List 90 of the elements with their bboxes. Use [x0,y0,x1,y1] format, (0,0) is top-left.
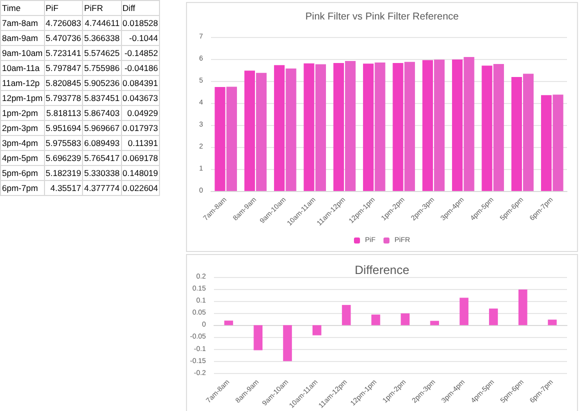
text: 5.470736 [44,30,83,46]
bar [224,320,234,326]
text: 4pm-5pm [0,150,44,166]
bar [541,95,552,191]
text: 5.905236 [82,76,122,90]
bar [493,64,504,191]
bar [511,77,522,191]
bar [404,62,415,191]
bar [452,59,463,191]
text: 12pm-1pm [0,90,44,106]
text: -0.14852 [121,46,160,60]
text: 7am-8am [0,16,44,30]
text: 0.04929 [121,106,160,120]
bar [304,63,314,191]
text: 4.744611 [82,16,122,30]
text: 0.018528 [121,16,160,30]
text: 5.182319 [44,166,83,180]
text: 0.11391 [121,136,160,150]
text: -0.1044 [121,30,160,46]
bar [286,68,296,191]
chart-title: Pink Filter vs Pink Filter Reference [305,12,460,22]
text: 5.793778 [44,90,83,106]
bar [518,290,528,326]
text: 4.35517 [44,180,83,196]
text: 0.022604 [121,180,160,196]
text: PiFR [82,0,122,16]
text: 0.043673 [121,90,160,106]
bar [254,325,262,350]
bar [342,304,351,326]
bar [489,308,498,326]
text: 5.330338 [82,166,122,180]
bar [274,65,285,191]
text: 5.696239 [44,150,83,166]
text: 5.867403 [82,106,122,120]
text: 6pm-7pm [0,180,44,196]
text: 5.366338 [82,30,122,46]
bar [392,62,404,191]
text: 8am-9am [0,30,44,46]
bar [371,314,380,326]
text: 2pm-3pm [0,120,44,136]
text: 5.723141 [44,46,83,60]
text: 5.820845 [44,76,83,90]
bar [363,64,374,191]
bar [283,325,292,362]
bar [434,60,445,191]
bar [214,86,226,191]
text: 3pm-4pm [0,136,44,150]
text: Diff [121,0,160,16]
text: 1pm-2pm [0,106,44,120]
bar [548,320,557,326]
bar [374,62,386,191]
bar [422,60,433,191]
text: Time [0,0,44,16]
text: 5.574625 [82,46,122,60]
text: 5.975583 [44,136,83,150]
bar [315,64,326,191]
text: -0.04186 [121,60,160,76]
bar [400,313,410,326]
bar [256,72,267,191]
text: 5.765417 [82,150,122,166]
bar [482,66,492,191]
bar [523,74,534,191]
bar [312,325,322,336]
text: 0.148019 [121,166,160,180]
text: 4.377774 [82,180,122,196]
bar [430,320,440,326]
text: 11am-12p [0,76,44,90]
bar [464,57,474,191]
text: 0.017973 [121,120,160,136]
bar [552,94,564,191]
text: 5.837451 [82,90,122,106]
text: 4.726083 [44,16,83,30]
bar [460,298,468,326]
text: 6.089493 [82,136,122,150]
text: 5.951694 [44,120,83,136]
text: 9am-10am [0,46,44,60]
bar [345,60,356,191]
text: 5.755986 [82,60,122,76]
bar [244,70,255,191]
bar [226,86,237,191]
text: 5pm-6pm [0,166,44,180]
text: 5.797847 [44,60,83,76]
text: 0.069178 [121,150,160,166]
text: 10am-11a [0,60,44,76]
text: PiF [44,0,83,16]
bar [333,62,344,191]
chart-title: Difference [354,263,410,277]
text: 5.818113 [44,106,83,120]
text: 5.969667 [82,120,122,136]
text: 0.084391 [121,76,160,90]
